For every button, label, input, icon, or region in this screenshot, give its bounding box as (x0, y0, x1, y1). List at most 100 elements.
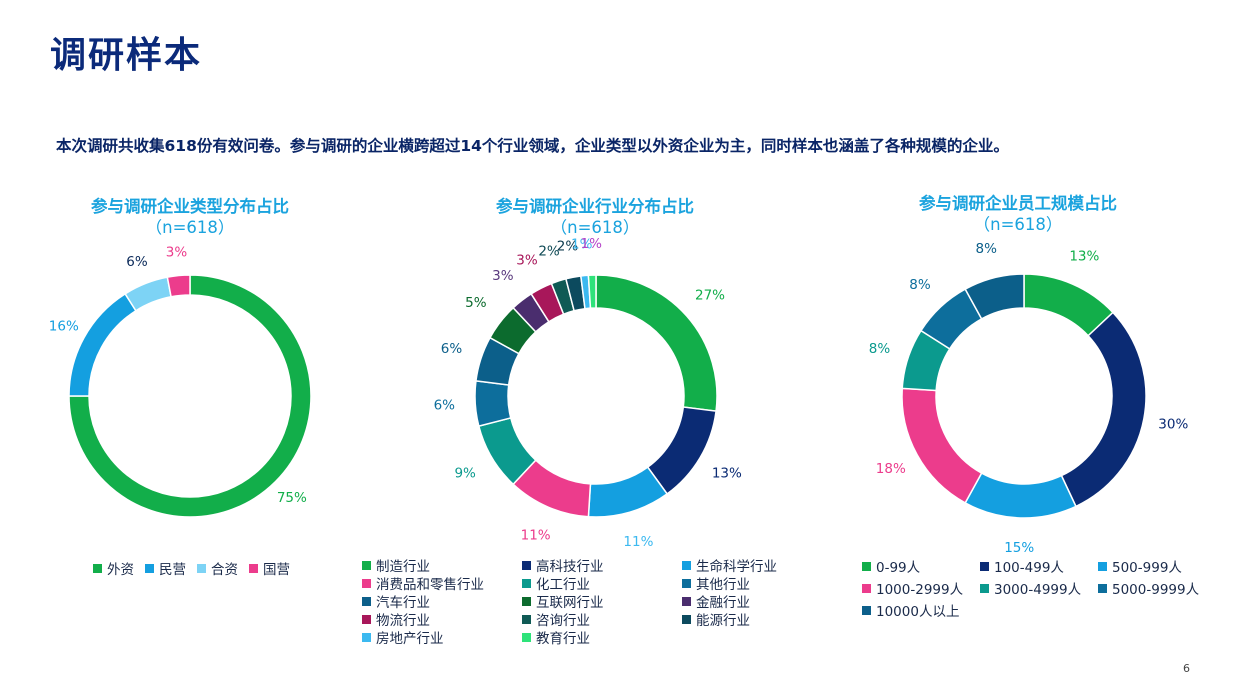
legend-item: 3000-4999人 (980, 578, 1081, 598)
donut-slice (68, 274, 312, 518)
data-label: 8% (909, 277, 931, 293)
data-label: 18% (876, 461, 906, 477)
summary-text: 本次调研共收集618份有效问卷。参与调研的企业横跨超过14个行业领域，企业类型以… (56, 137, 1009, 155)
legend-label: 10000人以上 (876, 604, 960, 620)
chart-title-industry: 参与调研企业行业分布占比 （n=618） (445, 196, 745, 238)
legend-item: 1000-2999人 (862, 578, 963, 598)
donut-slice (124, 276, 172, 312)
data-label: 30% (1158, 416, 1188, 432)
legend-label: 1000-2999人 (876, 582, 964, 598)
legend-label: 消费品和零售行业 (376, 577, 484, 593)
donut-slice (1060, 311, 1147, 508)
legend-item: 房地产行业 (362, 627, 444, 647)
legend-label: 100-499人 (994, 560, 1064, 576)
legend-label: 汽车行业 (376, 595, 430, 611)
legend-swatch (522, 596, 531, 606)
legend-label: 物流行业 (376, 613, 430, 629)
legend-swatch (682, 578, 691, 588)
legend-label: 化工行业 (536, 577, 590, 593)
legend-item: 消费品和零售行业 (362, 573, 484, 593)
data-label: 1% (581, 236, 603, 252)
data-label: 1% (571, 237, 593, 253)
legend-item: 100-499人 (980, 556, 1064, 576)
data-label: 3% (516, 253, 538, 269)
legend-label: 民营 (159, 562, 186, 578)
legend-label: 国营 (263, 562, 290, 578)
chart-title-text: 参与调研企业员工规模占比 (919, 194, 1117, 213)
legend-item: 咨询行业 (522, 609, 590, 629)
legend-swatch (522, 614, 531, 624)
legend-label: 能源行业 (696, 613, 750, 629)
legend-swatch (522, 578, 531, 588)
data-label: 6% (434, 398, 456, 414)
legend-item: 生命科学行业 (682, 555, 777, 575)
data-label: 6% (126, 254, 148, 270)
data-label: 5% (465, 295, 487, 311)
chart-subtitle: （n=618） (145, 218, 235, 237)
legend-label: 互联网行业 (536, 595, 604, 611)
donut-slice (901, 387, 983, 504)
legend-item: 10000人以上 (862, 600, 959, 620)
legend-item: 汽车行业 (362, 591, 430, 611)
legend-swatch (1098, 561, 1107, 571)
chart-title-company-type: 参与调研企业类型分布占比 （n=618） (40, 196, 340, 238)
legend-item: 5000-9999人 (1098, 578, 1199, 598)
legend-label: 房地产行业 (376, 631, 444, 647)
legend-swatch (362, 560, 371, 570)
chart-title-text: 参与调研企业行业分布占比 (496, 197, 694, 216)
legend-label: 制造行业 (376, 559, 430, 575)
data-label: 13% (1069, 249, 1099, 265)
legend-swatch (362, 596, 371, 606)
legend-swatch (682, 560, 691, 570)
legend-swatch (522, 632, 531, 642)
data-label: 8% (975, 241, 997, 257)
legend-swatch (522, 560, 531, 570)
legend-label: 合资 (211, 562, 238, 578)
legend-swatch (682, 596, 691, 606)
legend-label: 其他行业 (696, 577, 750, 593)
chart-subtitle: （n=618） (550, 218, 640, 237)
chart-title-employee-size: 参与调研企业员工规模占比 （n=618） (868, 193, 1168, 235)
legend-label: 500-999人 (1112, 560, 1182, 576)
data-label: 3% (166, 245, 188, 261)
legend-item: 互联网行业 (522, 591, 604, 611)
donut-slice (68, 292, 137, 397)
page-title: 调研样本 (50, 35, 203, 76)
legend-swatch (862, 583, 871, 593)
legend-item: 教育行业 (522, 627, 590, 647)
legend-swatch (682, 614, 691, 624)
data-label: 11% (623, 534, 653, 550)
data-label: 75% (277, 490, 307, 506)
legend-swatch (362, 614, 371, 624)
legend-item: 物流行业 (362, 609, 430, 629)
legend-label: 咨询行业 (536, 613, 590, 629)
page-number: 6 (1183, 662, 1190, 675)
legend-item: 其他行业 (682, 573, 750, 593)
legend-item: 民营 (145, 558, 186, 578)
legend-item: 外资 (93, 558, 134, 578)
legend-item: 合资 (197, 558, 238, 578)
data-label: 8% (869, 341, 891, 357)
legend-label: 5000-9999人 (1112, 582, 1200, 598)
legend-swatch (249, 563, 258, 573)
legend-swatch (1098, 583, 1107, 593)
legend-item: 能源行业 (682, 609, 750, 629)
legend-label: 金融行业 (696, 595, 750, 611)
legend-label: 生命科学行业 (696, 559, 777, 575)
donut-chart-company-type: 75% 16% 6% 3% (49, 245, 312, 518)
data-label: 13% (712, 465, 742, 481)
legend-swatch (93, 563, 102, 573)
legend-swatch (362, 578, 371, 588)
chart-title-text: 参与调研企业类型分布占比 (91, 197, 289, 216)
donut-slice (166, 274, 191, 298)
data-label: 15% (1004, 540, 1034, 556)
donut-slice (964, 273, 1025, 320)
data-label: 6% (441, 341, 463, 357)
data-label: 2% (557, 239, 579, 255)
legend-item: 国营 (249, 558, 290, 578)
legend-item: 化工行业 (522, 573, 590, 593)
legend-label: 教育行业 (536, 631, 590, 647)
legend-item: 500-999人 (1098, 556, 1182, 576)
donut-slice (587, 274, 597, 309)
data-label: 11% (521, 527, 551, 543)
